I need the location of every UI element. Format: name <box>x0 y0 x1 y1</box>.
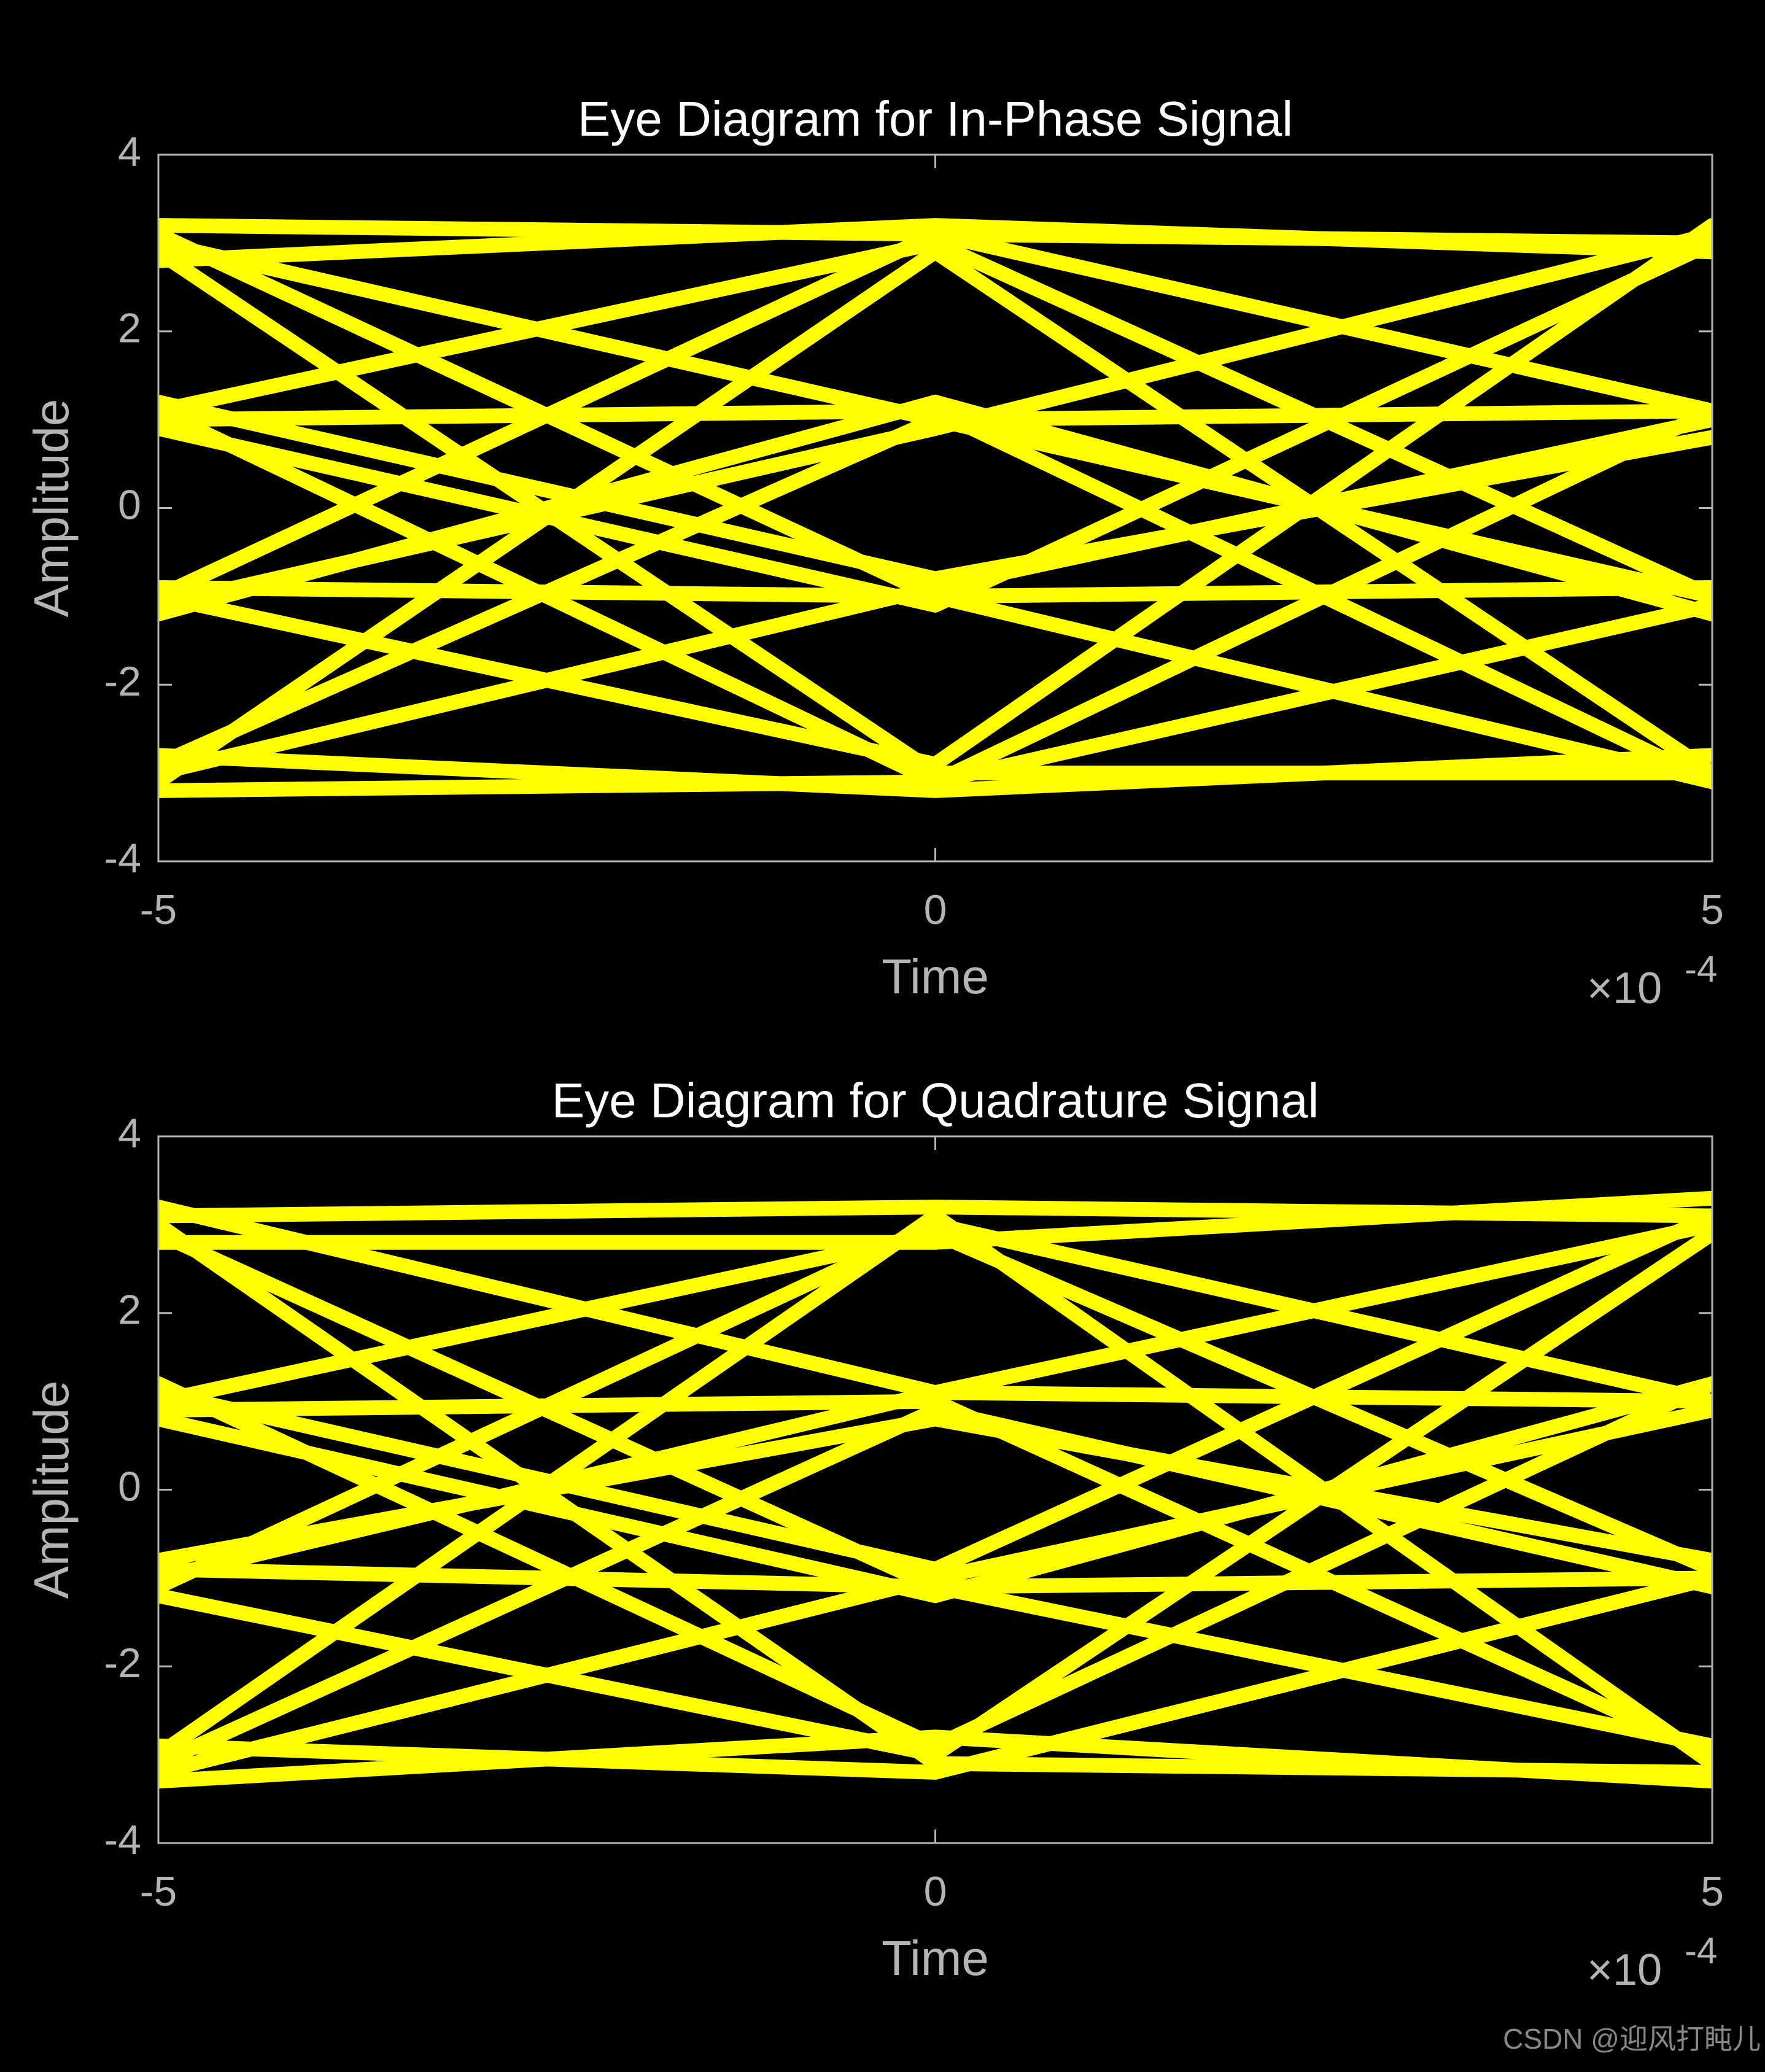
eye-trace <box>158 748 1712 798</box>
y-tick-label: -2 <box>104 658 141 705</box>
y-axis-label: Amplitude <box>24 1381 79 1599</box>
y-tick-label: 4 <box>118 128 141 175</box>
y-axis-label: Amplitude <box>24 399 79 618</box>
eye-trace <box>158 412 1712 781</box>
watermark: CSDN @迎风打盹儿 <box>1503 2023 1761 2055</box>
chart-title: Eye Diagram for In-Phase Signal <box>578 91 1293 146</box>
eye-trace <box>158 218 1712 772</box>
eye-trace <box>158 1376 1712 1604</box>
x-tick-label: 0 <box>924 1868 947 1915</box>
y-tick-label: -4 <box>104 835 141 882</box>
eye-trace <box>158 1570 1712 1780</box>
x-tick-label: -5 <box>140 887 177 933</box>
eye-trace <box>158 1190 1712 1250</box>
x-multiplier: ×10 <box>1587 1946 1662 1995</box>
y-tick-label: 2 <box>118 305 141 352</box>
eye-trace <box>158 394 1712 622</box>
x-tick-label: -5 <box>140 1868 177 1915</box>
eye-trace <box>158 227 1712 604</box>
eye-trace <box>158 597 1712 798</box>
y-tick-label: 0 <box>118 481 141 528</box>
eye-trace <box>158 1403 1712 1780</box>
y-tick-label: -2 <box>104 1640 141 1686</box>
eye-trace <box>158 1411 1712 1568</box>
x-axis-label: Time <box>882 949 989 1004</box>
x-multiplier: ×10 <box>1587 964 1662 1013</box>
eye-trace <box>158 394 1712 586</box>
y-tick-label: 0 <box>118 1463 141 1510</box>
y-tick-label: -4 <box>104 1817 141 1863</box>
eye-trace <box>158 1226 1712 1763</box>
eye-trace <box>158 218 1712 268</box>
x-exponent: -4 <box>1685 1930 1717 1971</box>
x-tick-label: 0 <box>924 887 947 933</box>
eye-trace <box>158 244 1712 790</box>
y-tick-label: 2 <box>118 1287 141 1333</box>
eye-trace <box>158 1729 1712 1789</box>
chart-title: Eye Diagram for Quadrature Signal <box>552 1073 1319 1128</box>
eye-trace <box>158 1208 1712 1577</box>
eye-trace <box>158 1562 1712 1753</box>
x-exponent: -4 <box>1685 949 1717 990</box>
x-axis-label: Time <box>882 1931 989 1985</box>
y-tick-label: 4 <box>118 1110 141 1157</box>
x-tick-label: 5 <box>1701 1868 1724 1915</box>
eye-trace <box>158 580 1712 790</box>
eye-trace <box>158 235 1712 613</box>
x-tick-label: 5 <box>1701 887 1724 933</box>
